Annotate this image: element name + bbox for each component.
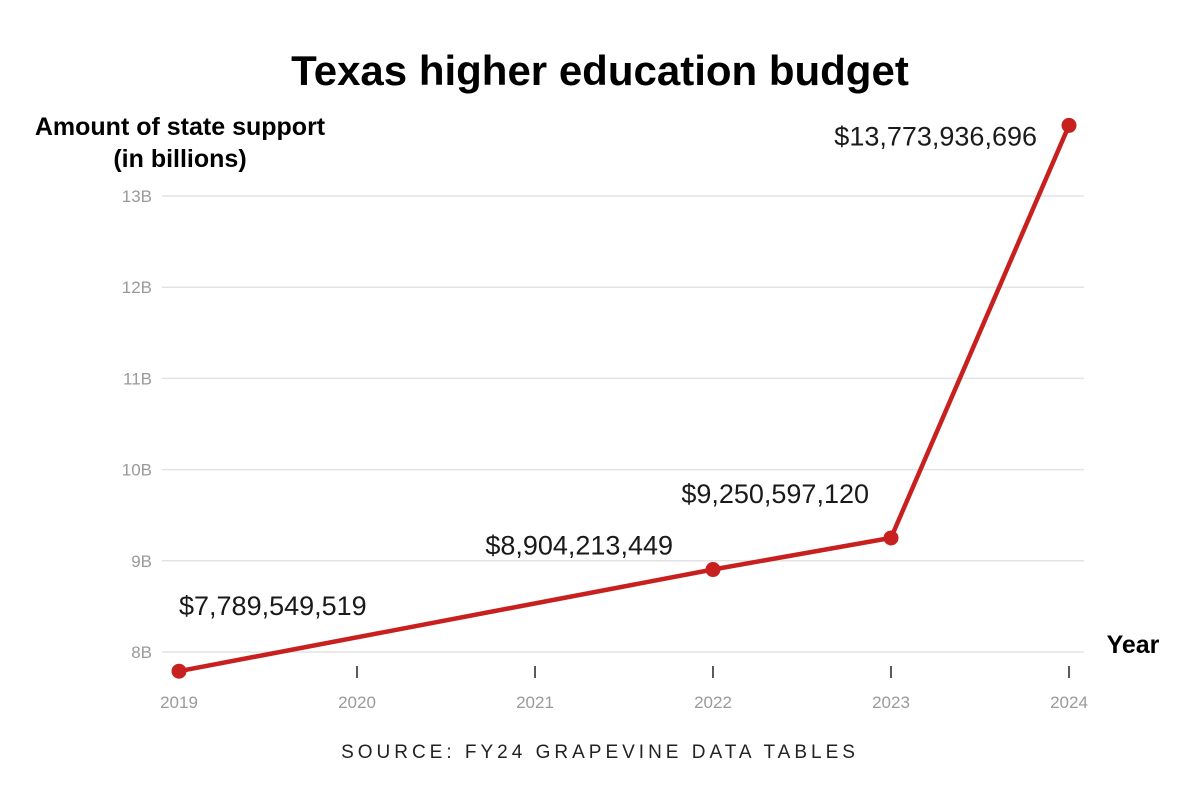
- y-axis-label-line-1: Amount of state support: [35, 113, 326, 141]
- y-tick-label: 8B: [131, 643, 152, 662]
- data-point-2023: [883, 530, 899, 546]
- y-axis-label-line-2: (in billions): [113, 145, 246, 173]
- x-axis-label: Year: [1107, 631, 1160, 659]
- y-tick-label: 13B: [122, 187, 152, 206]
- data-label-2022: $8,904,213,449: [485, 531, 673, 561]
- x-tick-label: 2023: [872, 693, 910, 712]
- data-point-2019: [171, 663, 187, 679]
- data-series: [171, 117, 1077, 679]
- y-tick-label: 11B: [123, 369, 152, 388]
- data-label-2023: $9,250,597,120: [681, 479, 869, 509]
- data-label-2024: $13,773,936,696: [834, 121, 1037, 151]
- y-tick-label: 10B: [122, 461, 152, 480]
- x-tick-label: 2021: [516, 693, 554, 712]
- source-note: SOURCE: FY24 GRAPEVINE DATA TABLES: [341, 742, 859, 763]
- x-axis-ticks: 2019 2020 2021 2022 2023 2024: [160, 666, 1088, 712]
- gridlines: [162, 195, 1084, 653]
- x-tick-label: 2022: [694, 693, 732, 712]
- series-line: [176, 123, 1072, 674]
- data-label-2019: $7,789,549,519: [179, 591, 367, 621]
- y-tick-label: 9B: [131, 552, 152, 571]
- x-tick-label: 2019: [160, 693, 198, 712]
- data-point-2024: [1061, 117, 1077, 133]
- data-labels: $7,789,549,519 $8,904,213,449 $9,250,597,1…: [179, 121, 1037, 621]
- x-tick-label: 2024: [1050, 693, 1088, 712]
- y-tick-label: 12B: [122, 278, 152, 297]
- y-axis-ticks: 8B 9B 10B 11B 12B 13B: [122, 187, 152, 662]
- x-tick-label: 2020: [338, 693, 376, 712]
- data-point-2022: [705, 562, 721, 578]
- chart-title: Texas higher education budget: [291, 47, 909, 94]
